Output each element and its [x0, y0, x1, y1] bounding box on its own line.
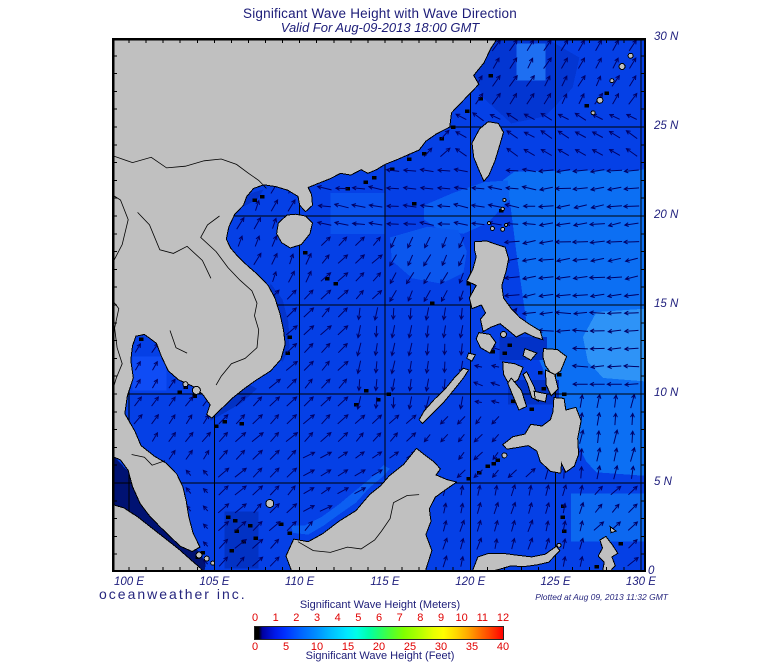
meters-tick-1: 1: [272, 612, 279, 624]
land-masbate: [522, 347, 538, 361]
land-borneo: [285, 447, 458, 573]
meters-tick-8: 8: [417, 612, 424, 624]
land-luzon: [466, 240, 544, 341]
land-samar: [542, 348, 568, 377]
land-bohol: [533, 390, 548, 403]
meters-tick-0: 0: [251, 612, 259, 624]
feet-tick-25: 25: [403, 641, 417, 653]
lat-label-25: 25 N: [654, 120, 679, 132]
lon-label-100: 100 E: [114, 576, 145, 588]
land-leyte: [544, 369, 559, 397]
lon-label-115: 115 E: [370, 576, 400, 588]
meters-tick-12: 12: [496, 612, 510, 624]
land-sulawesi: [471, 545, 561, 573]
plotted-timestamp: Plotted at Aug 09, 2013 11:32 GMT: [535, 592, 668, 602]
feet-tick-40: 40: [496, 641, 510, 653]
feet-tick-30: 30: [434, 641, 448, 653]
meters-tick-7: 7: [396, 612, 403, 624]
lat-label-10: 10 N: [654, 387, 679, 399]
land-negros: [507, 377, 528, 411]
meters-tick-10: 10: [455, 612, 468, 624]
colorbar-title-meters: Significant Wave Height (Meters): [299, 599, 461, 611]
meters-tick-6: 6: [375, 612, 383, 624]
land-panay: [502, 361, 524, 386]
lon-label-120: 120 E: [455, 576, 486, 588]
lon-label-110: 110 E: [285, 576, 315, 588]
lat-label-20: 20 N: [654, 209, 679, 221]
feet-tick-5: 5: [282, 641, 290, 653]
feet-tick-0: 0: [251, 641, 259, 653]
land-taiwan: [471, 121, 505, 183]
wave-map: [111, 37, 647, 573]
meters-tick-11: 11: [476, 612, 489, 624]
chart-title: Significant Wave Height with Wave Direct…: [243, 6, 517, 21]
meters-tick-4: 4: [334, 612, 341, 624]
land-busuanga: [466, 352, 477, 362]
feet-tick-35: 35: [465, 641, 479, 653]
lat-label-30: 30 N: [654, 31, 679, 43]
meters-tick-5: 5: [355, 612, 362, 624]
meters-tick-2: 2: [293, 612, 300, 624]
land-hainan: [276, 213, 314, 249]
chart-subtitle: Valid For Aug-09-2013 18:00 GMT: [280, 20, 480, 35]
lon-label-125: 125 E: [540, 576, 571, 588]
land-mindoro: [475, 332, 497, 354]
lon-label-130: 130 E: [625, 576, 656, 588]
colorbar-gradient: [254, 626, 504, 640]
lon-label-105: 105 E: [199, 576, 230, 588]
meters-tick-3: 3: [313, 612, 321, 624]
meters-tick-9: 9: [437, 612, 445, 624]
oceanweather-logo: oceanweather inc.: [99, 586, 247, 602]
lat-label-0: 0: [648, 565, 655, 577]
lat-label-15: 15 N: [654, 298, 679, 310]
feet-tick-15: 15: [341, 641, 355, 653]
feet-tick-20: 20: [372, 641, 386, 653]
lat-label-5: 5 N: [654, 476, 672, 488]
land-asia-mainland: [111, 37, 499, 553]
feet-tick-10: 10: [310, 641, 324, 653]
land-morotai: [609, 525, 618, 534]
land-mindanao: [501, 397, 582, 474]
land-palawan: [418, 367, 470, 425]
colorbar-title-feet: Significant Wave Height (Feet): [305, 650, 455, 662]
